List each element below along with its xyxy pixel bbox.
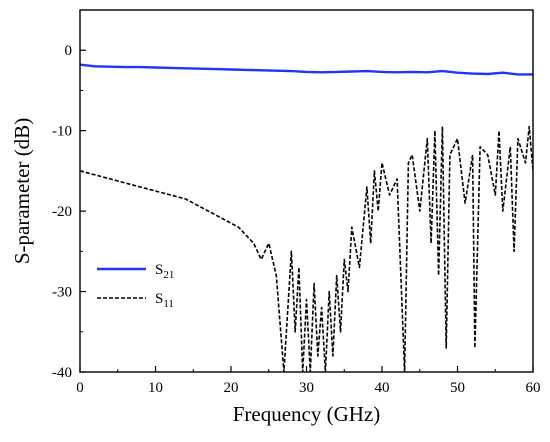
plot-frame bbox=[79, 9, 534, 373]
y-tick-label: -40 bbox=[52, 365, 72, 381]
y-tick-label: -30 bbox=[52, 285, 72, 301]
x-tick-label: 10 bbox=[148, 380, 163, 396]
x-axis-title: Frequency (GHz) bbox=[233, 402, 381, 426]
x-tick-label: 50 bbox=[450, 380, 465, 396]
plot-area bbox=[80, 63, 533, 372]
legend: S21 S11 bbox=[97, 262, 174, 310]
legend-label-s21: S21 bbox=[155, 262, 174, 281]
x-tick-label: 30 bbox=[299, 380, 314, 396]
legend-label-s11-base: S bbox=[155, 291, 163, 307]
series-line-s21 bbox=[80, 63, 533, 76]
y-tick-label: 0 bbox=[65, 43, 73, 59]
x-tick-label: 0 bbox=[76, 380, 84, 396]
y-tick-label: -10 bbox=[52, 124, 72, 140]
x-tick-label: 20 bbox=[224, 380, 239, 396]
y-axis-title: S-parameter (dB) bbox=[10, 118, 34, 264]
legend-label-s11: S11 bbox=[155, 291, 174, 310]
series-line-s11 bbox=[80, 125, 533, 372]
axes: 0 10 20 30 40 50 60 0 -10 -20 -30 -40 bbox=[52, 9, 541, 396]
legend-label-s21-sub: 21 bbox=[163, 269, 174, 281]
legend-label-s11-sub: 11 bbox=[163, 298, 174, 310]
legend-label-s21-base: S bbox=[155, 262, 163, 278]
x-tick-label: 60 bbox=[526, 380, 541, 396]
y-tick-label: -20 bbox=[52, 204, 72, 220]
x-tick-label: 40 bbox=[375, 380, 390, 396]
